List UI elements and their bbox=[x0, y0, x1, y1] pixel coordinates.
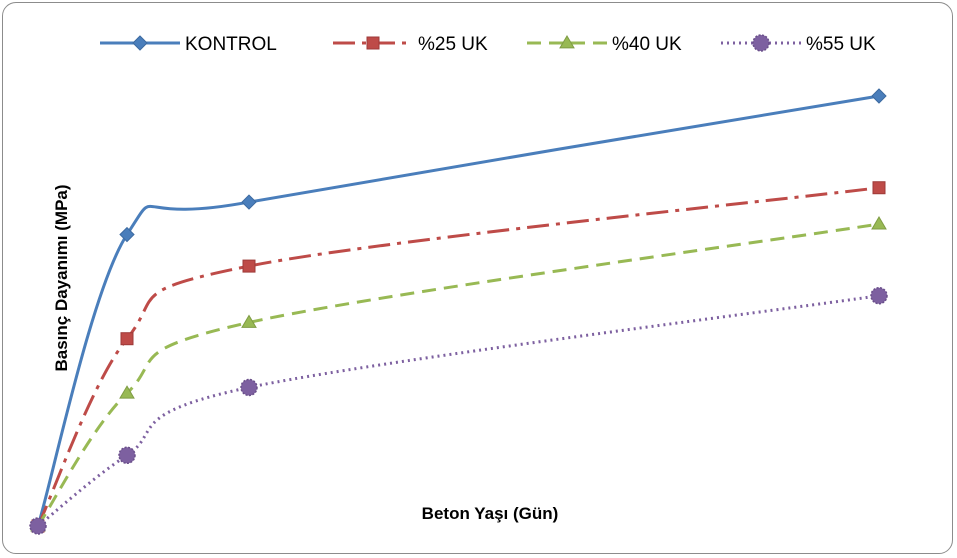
legend-item-pct40-uk: %40 UK bbox=[527, 34, 682, 55]
legend-label-kontrol: KONTROL bbox=[185, 34, 277, 55]
data-point-pct40-uk-2 bbox=[241, 314, 257, 328]
data-point-pct40-uk-3 bbox=[871, 216, 887, 230]
data-point-pct40-uk-1 bbox=[119, 385, 135, 399]
data-point-pct55-uk-0 bbox=[29, 517, 47, 535]
x-axis-title: Beton Yaşı (Gün) bbox=[422, 504, 559, 523]
data-point-pct25-uk-2 bbox=[242, 259, 256, 273]
y-axis-title: Basınç Dayanımı (MPa) bbox=[52, 184, 71, 371]
data-point-kontrol-3 bbox=[871, 88, 887, 104]
legend: KONTROL %25 UK %40 UK %55 UK bbox=[100, 34, 876, 55]
data-point-pct55-uk-1 bbox=[118, 446, 136, 465]
legend-label-pct55-uk: %55 UK bbox=[806, 34, 876, 55]
legend-label-pct25-uk: %25 UK bbox=[418, 34, 488, 55]
chart-svg: KONTROL %25 UK %40 UK %55 UK Beton Yaşı (Gü… bbox=[29, 34, 888, 535]
legend-marker-kontrol bbox=[132, 35, 148, 51]
series-line-pct55-uk bbox=[37, 294, 880, 528]
legend-label-pct40-uk: %40 UK bbox=[612, 34, 682, 55]
series-line-kontrol bbox=[36, 94, 880, 527]
series-line-pct40-uk bbox=[36, 222, 880, 527]
legend-item-pct55-uk: %55 UK bbox=[721, 34, 876, 55]
data-point-kontrol-2 bbox=[241, 194, 257, 210]
series-line-pct25-uk bbox=[36, 186, 880, 527]
legend-item-pct25-uk: %25 UK bbox=[333, 34, 488, 55]
data-point-pct55-uk-3 bbox=[870, 286, 888, 305]
legend-marker-pct55-uk bbox=[752, 34, 770, 52]
data-point-pct25-uk-3 bbox=[872, 181, 886, 195]
legend-marker-pct40-uk bbox=[559, 35, 575, 49]
data-point-pct25-uk-1 bbox=[120, 332, 134, 346]
data-point-pct55-uk-2 bbox=[240, 378, 258, 397]
legend-item-kontrol: KONTROL bbox=[100, 34, 277, 55]
plot-area bbox=[29, 88, 888, 535]
data-point-kontrol-1 bbox=[119, 226, 135, 243]
legend-marker-pct25-uk bbox=[366, 36, 380, 50]
